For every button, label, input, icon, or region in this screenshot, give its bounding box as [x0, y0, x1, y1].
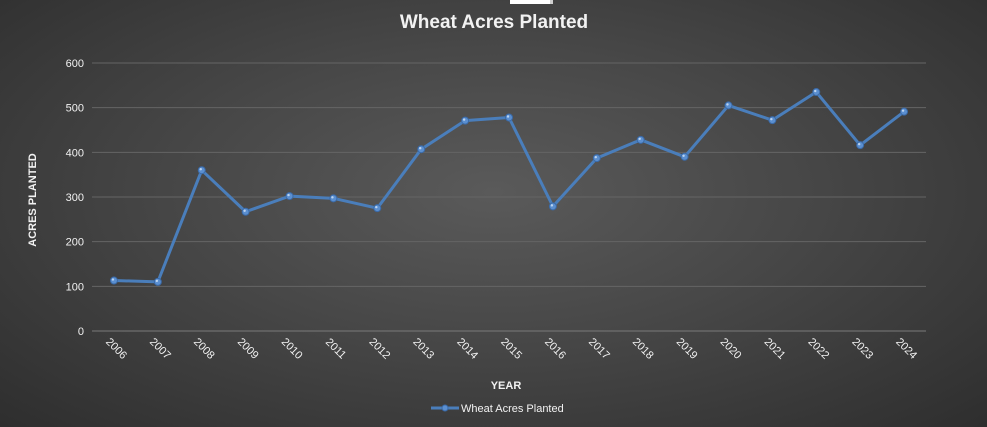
data-point [505, 113, 513, 122]
data-point-highlight [287, 193, 290, 197]
x-tick-label: 2023 [849, 336, 875, 362]
data-point [856, 141, 865, 150]
data-point-highlight [901, 109, 905, 112]
x-tick-label: 2006 [103, 336, 129, 362]
data-point [285, 192, 294, 201]
gridlines [92, 62, 926, 332]
y-tick-label: 300 [66, 192, 84, 204]
x-tick-label: 2018 [630, 336, 656, 362]
y-tick-label: 0 [78, 326, 84, 338]
x-tick-label: 2015 [498, 336, 524, 362]
data-point [900, 107, 909, 116]
data-point-highlight [550, 204, 554, 207]
y-tick-label: 500 [66, 103, 84, 115]
data-point-highlight [506, 115, 510, 118]
data-point-highlight [638, 137, 641, 141]
data-point-highlight [331, 196, 334, 199]
data-point-highlight [857, 142, 861, 146]
data-point-highlight [419, 147, 422, 150]
data-point [592, 154, 601, 163]
x-tick-label: 2012 [367, 336, 393, 362]
y-tick-label: 200 [66, 237, 84, 249]
data-point [548, 202, 557, 211]
y-tick-label: 600 [66, 58, 84, 70]
x-tick-label: 2007 [147, 336, 173, 362]
data-point [241, 207, 250, 216]
data-point [461, 116, 470, 125]
data-point-highlight [155, 279, 159, 283]
y-tick-label: 400 [66, 147, 84, 159]
data-point [373, 204, 382, 213]
data-point-highlight [770, 117, 773, 121]
data-point-highlight [243, 209, 246, 212]
x-tick-label: 2024 [893, 336, 919, 362]
data-point [812, 88, 821, 97]
x-tick-labels: 2006 2007 2008 2009 2010 2011 2012 2013 2014 2015… [103, 336, 919, 362]
data-point [768, 116, 777, 125]
data-point [153, 277, 162, 286]
data-point [680, 152, 689, 161]
data-point [329, 194, 338, 203]
y-tick-labels: 0 100 200 300 400 500 600 [66, 58, 84, 338]
data-point-highlight [682, 154, 685, 157]
x-tick-label: 2016 [542, 336, 568, 362]
data-point [636, 135, 645, 144]
chart-title: Wheat Acres Planted [400, 12, 588, 33]
x-tick-label: 2014 [454, 336, 480, 362]
x-tick-label: 2020 [718, 336, 744, 362]
data-point [109, 276, 118, 285]
data-point-highlight [726, 103, 729, 106]
x-tick-label: 2008 [191, 336, 217, 362]
data-point [417, 145, 426, 154]
legend-marker [441, 404, 449, 412]
x-tick-label: 2010 [279, 336, 305, 362]
y-axis-label: ACRES PLANTED [27, 153, 39, 247]
y-tick-label: 100 [66, 281, 84, 293]
x-tick-label: 2022 [805, 336, 831, 362]
data-point [724, 101, 733, 110]
data-point [197, 166, 206, 175]
x-tick-label: 2009 [235, 336, 261, 362]
x-tick-label: 2011 [323, 336, 348, 361]
x-tick-label: 2017 [586, 336, 612, 362]
x-tick-label: 2013 [410, 336, 436, 362]
data-point-highlight [111, 278, 115, 281]
data-point-highlight [199, 168, 202, 171]
data-point-highlight [462, 118, 466, 121]
x-axis-label: YEAR [491, 380, 522, 392]
data-point-highlight [594, 155, 597, 159]
legend-label: Wheat Acres Planted [461, 403, 564, 415]
title-tab-decoration [510, 0, 553, 4]
data-point-highlight [814, 89, 817, 93]
x-tick-label: 2019 [674, 336, 700, 362]
x-tick-label: 2021 [762, 336, 788, 362]
legend: Wheat Acres Planted [431, 403, 564, 415]
data-point-highlight [375, 205, 378, 209]
series-layer [109, 88, 909, 286]
